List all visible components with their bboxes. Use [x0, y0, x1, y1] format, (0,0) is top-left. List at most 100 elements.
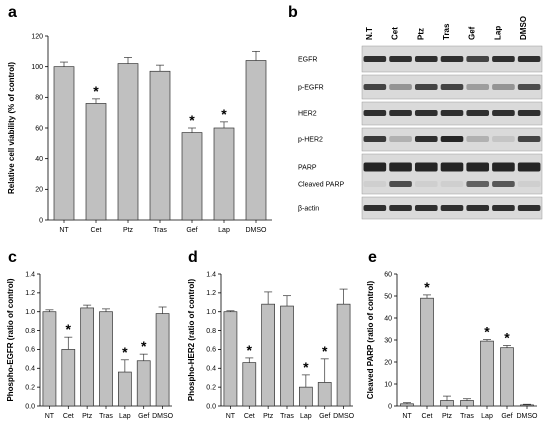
- significance-asterisk: *: [221, 106, 227, 122]
- bar-tras: [460, 400, 474, 407]
- x-tick-label: Lap: [300, 413, 312, 420]
- y-tick-label: 40: [35, 156, 43, 163]
- x-tick-label: Gef: [186, 227, 197, 234]
- y-tick-label: 1.0: [206, 309, 216, 316]
- y-tick-label: 60: [384, 271, 392, 278]
- y-tick-label: 0.6: [206, 347, 216, 354]
- y-axis-label: Phospho-HER2 (ratio of control): [187, 279, 196, 402]
- y-tick-label: 0.4: [25, 366, 35, 373]
- blot-row-label: β-actin: [298, 206, 319, 213]
- panel-letter-d: d: [188, 249, 198, 266]
- blot-band: [363, 205, 387, 211]
- blot-band: [517, 56, 541, 62]
- y-tick-label: 80: [35, 95, 43, 102]
- y-tick-label: 1.4: [25, 271, 35, 278]
- blot-band: [389, 56, 412, 62]
- x-tick-label: Ptz: [442, 413, 453, 420]
- blot-band: [414, 162, 438, 172]
- x-tick-label: Lap: [481, 413, 493, 420]
- x-tick-label: Ptz: [82, 413, 93, 420]
- lane-label: DMSO: [519, 16, 528, 40]
- y-tick-label: 0: [39, 217, 43, 224]
- y-tick-label: 40: [384, 315, 392, 322]
- blot-band: [414, 56, 438, 62]
- blot-band: [466, 110, 490, 116]
- bar-dmso: [245, 60, 267, 221]
- bar-cet: [85, 103, 107, 221]
- lane-label: Gef: [468, 26, 477, 40]
- blot-band: [466, 162, 490, 172]
- bar-dmso: [520, 404, 534, 407]
- chart-cell-viability: 0 20 40 60 80 100 120 Relative cell viability (…: [7, 33, 272, 234]
- bar-lap: [213, 127, 235, 221]
- bar-lap: [118, 371, 132, 407]
- bar-tras: [99, 311, 113, 407]
- blot-band: [389, 136, 412, 142]
- blot-row-label: EGFR: [298, 57, 317, 64]
- blot-band: [517, 181, 541, 187]
- blot-band: [440, 136, 464, 142]
- significance-asterisk: *: [93, 83, 99, 99]
- y-axis-label: Phospho-EGFR (ratio of control): [6, 278, 15, 401]
- blot-band: [492, 181, 515, 187]
- blot-row-label: HER2: [298, 111, 317, 118]
- x-tick-label: Ptz: [263, 413, 274, 420]
- bar-lap: [480, 340, 494, 407]
- significance-asterisk: *: [247, 342, 253, 358]
- y-tick-label: 0.0: [25, 403, 35, 410]
- blot-band: [414, 136, 438, 142]
- lane-label: Cet: [391, 27, 400, 40]
- x-tick-label: DMSO: [333, 413, 355, 420]
- blot-band: [492, 136, 515, 142]
- y-tick-label: 0.4: [206, 366, 216, 373]
- y-tick-label: 100: [31, 64, 43, 71]
- y-tick-label: 30: [384, 337, 392, 344]
- bar-gef: [181, 132, 203, 221]
- bar-nt: [53, 66, 75, 221]
- y-tick-label: 0.2: [25, 384, 35, 391]
- blot-band: [389, 110, 412, 116]
- y-tick-label: 1.4: [206, 271, 216, 278]
- blot-band: [440, 56, 464, 62]
- significance-asterisk: *: [189, 112, 195, 128]
- bar-gef: [136, 360, 151, 407]
- x-tick-label: NT: [59, 227, 69, 234]
- blot-band: [466, 56, 490, 62]
- y-tick-label: 10: [384, 381, 392, 388]
- blot-band: [517, 84, 541, 90]
- bar-gef: [500, 347, 514, 407]
- significance-asterisk: *: [424, 279, 430, 295]
- blot-row-label: Cleaved PARP: [298, 182, 345, 189]
- blot-band: [414, 181, 438, 187]
- x-tick-label: Tras: [280, 413, 294, 420]
- bar-cet: [242, 362, 257, 407]
- bar-lap: [299, 386, 313, 407]
- blot-band: [414, 84, 438, 90]
- blot-band: [466, 205, 490, 211]
- y-tick-label: 1.2: [25, 290, 35, 297]
- blot-row-label: p-HER2: [298, 137, 323, 144]
- bar-tras: [280, 305, 294, 407]
- blot-band: [440, 162, 464, 172]
- bar-dmso: [336, 303, 351, 407]
- y-tick-label: 50: [384, 293, 392, 300]
- x-tick-label: Lap: [119, 413, 131, 420]
- panel-letter-a: a: [8, 4, 17, 21]
- bar-ptz: [117, 63, 139, 221]
- x-tick-label: Ptz: [123, 227, 134, 234]
- y-tick-label: 0.6: [25, 347, 35, 354]
- blot-band: [517, 110, 541, 116]
- bar-cet: [61, 349, 76, 407]
- blot-band: [389, 162, 412, 172]
- x-tick-label: NT: [402, 413, 412, 420]
- bar-nt: [223, 311, 238, 407]
- x-tick-label: Tras: [460, 413, 474, 420]
- blot-band: [389, 205, 412, 211]
- bar-nt: [400, 403, 414, 407]
- x-tick-label: Cet: [244, 413, 255, 420]
- panel-letter-e: e: [368, 249, 377, 266]
- bar-ptz: [80, 307, 94, 407]
- lane-label: Tras: [442, 23, 451, 40]
- significance-asterisk: *: [484, 324, 490, 340]
